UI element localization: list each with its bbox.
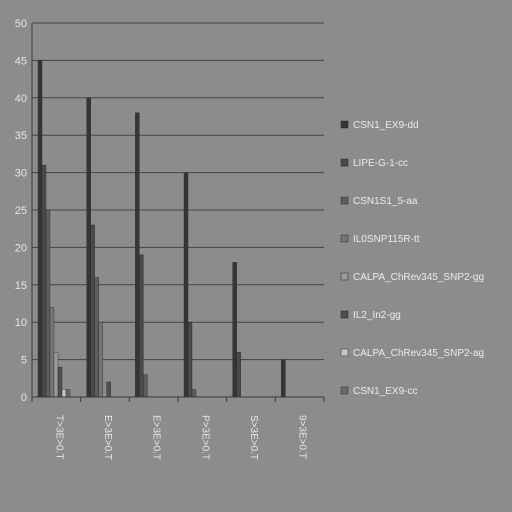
category-label: E>3E>0.T bbox=[102, 415, 113, 460]
legend-label: IL2_In2-gg bbox=[353, 310, 401, 321]
legend-label: CALPA_ChRev345_SNP2-ag bbox=[353, 348, 484, 359]
bar bbox=[232, 262, 237, 398]
category-label: 9>3E>0.T bbox=[297, 415, 308, 459]
bar bbox=[90, 224, 95, 398]
bar bbox=[281, 359, 286, 398]
bar bbox=[187, 322, 193, 398]
legend-label: CSN1S1_5-aa bbox=[353, 196, 418, 207]
y-tick-label: 50 bbox=[15, 18, 27, 30]
axes bbox=[31, 23, 325, 402]
bar bbox=[236, 351, 241, 398]
legend-swatch bbox=[340, 386, 349, 395]
bar bbox=[57, 366, 63, 398]
legend-label: CSN1_EX9-cc bbox=[353, 386, 417, 397]
bar bbox=[45, 209, 51, 398]
x-axis-categories: T>3E>0.T E>3E>0.T E>3E>0.T P>3E>0.T S>3E>0.T… bbox=[53, 415, 307, 460]
bar bbox=[143, 374, 148, 398]
bar bbox=[98, 322, 103, 398]
y-tick-label: 0 bbox=[21, 392, 27, 404]
y-tick-label: 35 bbox=[15, 130, 27, 142]
category-label: P>3E>0.T bbox=[199, 415, 210, 460]
bar bbox=[191, 389, 197, 398]
bar bbox=[53, 351, 59, 398]
y-tick-label: 10 bbox=[15, 317, 27, 329]
category-label: E>3E>0.T bbox=[151, 415, 162, 460]
legend-label: IL0SNP115R-tt bbox=[353, 234, 420, 245]
legend-label: CSN1_EX9-dd bbox=[353, 120, 419, 131]
category-label: T>3E>0.T bbox=[53, 415, 64, 459]
bars bbox=[37, 60, 286, 398]
legend-swatch bbox=[340, 120, 349, 129]
bar bbox=[86, 97, 91, 398]
y-tick-label: 30 bbox=[15, 168, 27, 180]
bar bbox=[94, 277, 99, 398]
bar bbox=[135, 112, 140, 398]
y-tick-label: 5 bbox=[21, 355, 27, 367]
bar bbox=[37, 60, 43, 398]
legend-label: LIPE-G-1-cc bbox=[353, 158, 408, 169]
legend-swatch bbox=[340, 310, 349, 319]
legend-swatch bbox=[340, 234, 349, 243]
bar bbox=[106, 381, 111, 398]
gridlines bbox=[32, 22, 324, 361]
y-tick-label: 45 bbox=[15, 55, 27, 67]
legend-swatch bbox=[340, 158, 349, 167]
category-label: S>3E>0.T bbox=[248, 415, 259, 460]
y-tick-label: 40 bbox=[15, 93, 27, 105]
legend-swatch bbox=[340, 348, 349, 357]
bar bbox=[41, 164, 47, 398]
bar bbox=[139, 254, 144, 398]
bar bbox=[183, 172, 189, 398]
y-tick-label: 20 bbox=[15, 242, 27, 254]
y-axis-ticks: 0 5 10 15 20 25 30 35 40 45 50 bbox=[15, 18, 27, 404]
legend: CSN1_EX9-dd LIPE-G-1-cc CSN1S1_5-aa IL0SNP1… bbox=[340, 120, 484, 397]
legend-swatch bbox=[340, 272, 349, 281]
y-tick-label: 15 bbox=[15, 280, 27, 292]
legend-label: CALPA_ChRev345_SNP2-gg bbox=[353, 272, 484, 283]
bar bbox=[65, 389, 71, 398]
y-tick-label: 25 bbox=[15, 205, 27, 217]
bar bbox=[49, 307, 55, 398]
bar bbox=[61, 389, 67, 398]
legend-swatch bbox=[340, 196, 349, 205]
